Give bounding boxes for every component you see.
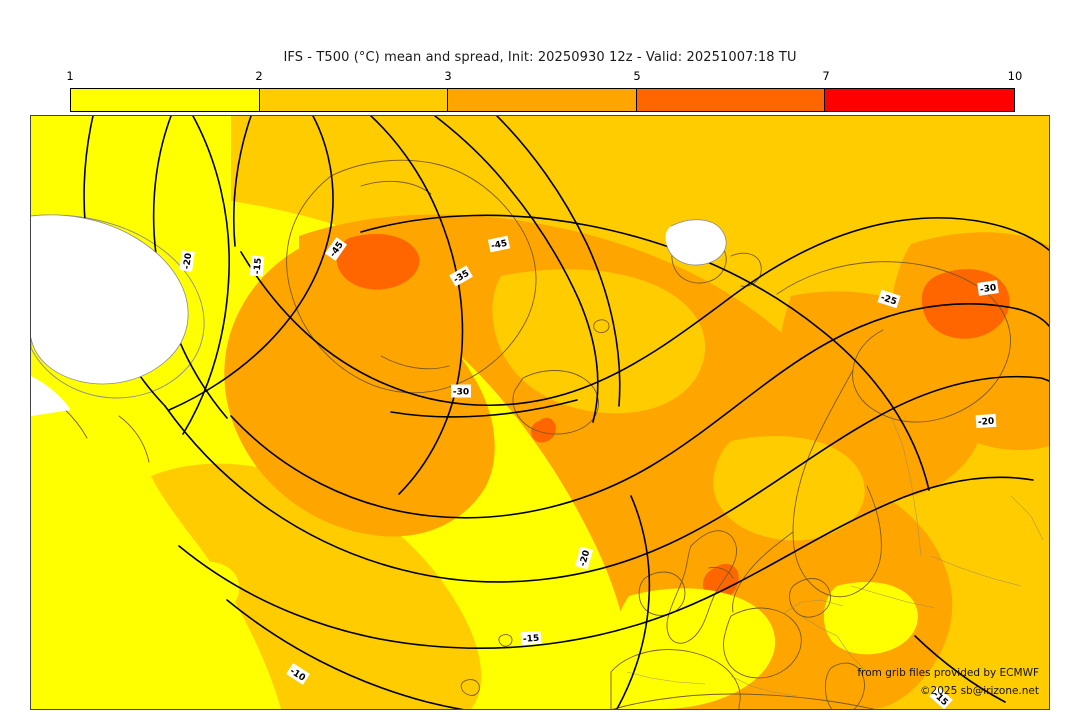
svg-text:-30: -30 [979,283,996,295]
colorbar-tick-1: 1 [66,69,74,83]
colorbar-tick-7: 7 [822,69,830,83]
svg-text:-20: -20 [182,252,194,269]
colorbar-segment-3-5 [448,89,637,111]
svg-text:-20: -20 [578,549,592,567]
colorbar-tick-5: 5 [633,69,641,83]
contour-labels: -45 -45 -35 -30 [179,235,999,709]
svg-text:-15: -15 [253,258,264,275]
map-plot-area: -45 -45 -35 -30 [30,115,1050,710]
map-white-areas [31,214,727,416]
colorbar [70,88,1015,112]
credit-copyright: ©2025 sb@irizone.net [920,685,1039,697]
credit-source: from grib files provided by ECMWF [857,667,1039,679]
colorbar-container: 1 2 3 5 7 10 [66,69,1022,112]
spread-pocket-light [492,269,865,541]
colorbar-segment-2-3 [259,89,449,111]
svg-text:-20: -20 [978,417,995,428]
coastlines [31,159,1011,709]
national-borders [626,415,1044,697]
colorbar-segment-7-10 [825,89,1014,111]
weather-map: -45 -45 -35 -30 [31,116,1049,709]
colorbar-tick-3: 3 [444,69,452,83]
white-area-outlines [31,214,727,385]
svg-text:-45: -45 [490,239,508,252]
colorbar-segment-5-7 [636,89,826,111]
colorbar-tick-10: 10 [1007,69,1023,83]
colorbar-segment-1-2 [71,89,260,111]
colorbar-tick-2: 2 [255,69,263,83]
figure-title: IFS - T500 (°C) mean and spread, Init: 2… [283,50,797,65]
svg-text:-15: -15 [523,634,540,645]
svg-text:-30: -30 [453,387,469,397]
svg-text:-25: -25 [879,293,898,308]
